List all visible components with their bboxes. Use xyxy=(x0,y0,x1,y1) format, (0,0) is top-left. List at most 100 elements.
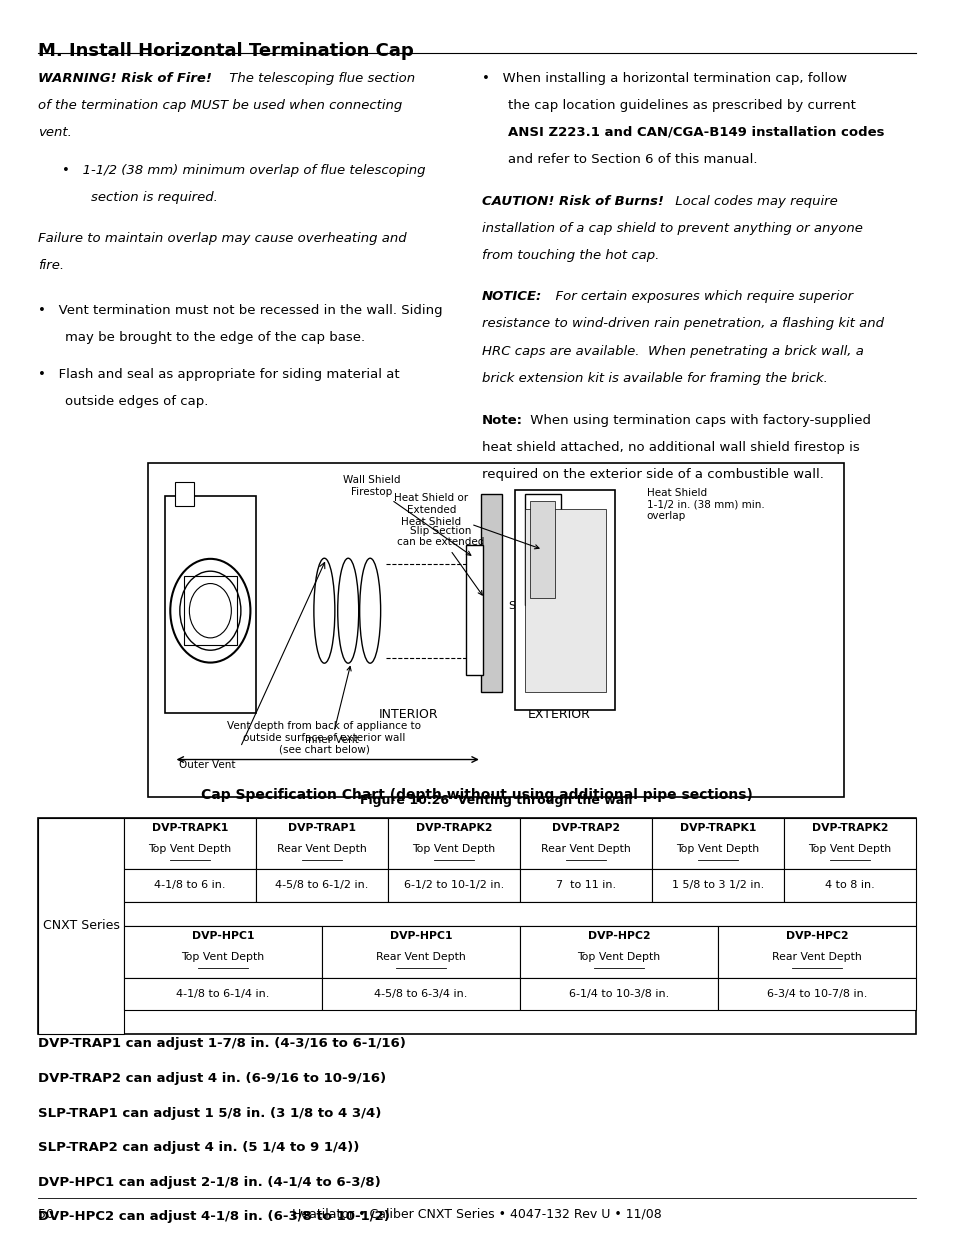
Text: DVP-HPC1 can adjust 2-1/8 in. (4-1/4 to 6-3/8): DVP-HPC1 can adjust 2-1/8 in. (4-1/4 to … xyxy=(38,1176,380,1189)
Text: DVP-TRAP2 can adjust 4 in. (6-9/16 to 10-9/16): DVP-TRAP2 can adjust 4 in. (6-9/16 to 10… xyxy=(38,1072,386,1086)
Bar xyxy=(124,869,255,902)
Bar xyxy=(124,902,915,926)
Bar xyxy=(388,818,519,869)
Text: Heatilator • Caliber CNXT Series • 4047-132 Rev U • 11/08: Heatilator • Caliber CNXT Series • 4047-… xyxy=(292,1208,661,1221)
Bar xyxy=(524,494,560,605)
Text: Inner Vent: Inner Vent xyxy=(305,667,358,745)
Text: DVP-TRAPK1: DVP-TRAPK1 xyxy=(679,823,756,832)
Text: 4-5/8 to 6-1/2 in.: 4-5/8 to 6-1/2 in. xyxy=(275,881,368,890)
Ellipse shape xyxy=(314,558,335,663)
Bar xyxy=(519,869,651,902)
Text: CAUTION! Risk of Burns!: CAUTION! Risk of Burns! xyxy=(481,195,663,209)
Text: •   Flash and seal as appropriate for siding material at: • Flash and seal as appropriate for sidi… xyxy=(38,368,399,382)
Text: DVP-HPC2 can adjust 4-1/8 in. (6-3/8 to 10-1/2): DVP-HPC2 can adjust 4-1/8 in. (6-3/8 to … xyxy=(38,1210,390,1224)
Bar xyxy=(38,818,915,1034)
Text: DVP-HPC2: DVP-HPC2 xyxy=(784,931,847,941)
Text: Heat Shield or
Extended
Heat Shield: Heat Shield or Extended Heat Shield xyxy=(394,494,538,548)
Text: Rear Vent Depth: Rear Vent Depth xyxy=(771,952,861,962)
Ellipse shape xyxy=(337,558,358,663)
Text: of the termination cap MUST be used when connecting: of the termination cap MUST be used when… xyxy=(38,99,402,112)
Bar xyxy=(718,926,915,978)
Text: installation of a cap shield to prevent anything or anyone: installation of a cap shield to prevent … xyxy=(481,222,862,236)
Text: Top Vent Depth: Top Vent Depth xyxy=(807,844,890,853)
Bar xyxy=(519,818,651,869)
Text: SLP-TRAP1 can adjust 1 5/8 in. (3 1/8 to 4 3/4): SLP-TRAP1 can adjust 1 5/8 in. (3 1/8 to… xyxy=(38,1107,381,1120)
Text: The telescoping flue section: The telescoping flue section xyxy=(225,72,415,85)
Text: 4 to 8 in.: 4 to 8 in. xyxy=(824,881,874,890)
Text: Rear Vent Depth: Rear Vent Depth xyxy=(540,844,630,853)
Text: DVP-TRAP2: DVP-TRAP2 xyxy=(551,823,619,832)
Bar xyxy=(783,869,915,902)
Text: DVP-TRAPK2: DVP-TRAPK2 xyxy=(811,823,887,832)
Text: Top Vent Depth: Top Vent Depth xyxy=(181,952,264,962)
Text: Note:: Note: xyxy=(481,414,522,427)
Bar xyxy=(519,978,718,1010)
Text: the cap location guidelines as prescribed by current: the cap location guidelines as prescribe… xyxy=(508,99,856,112)
Text: •   1-1/2 (38 mm) minimum overlap of flue telescoping: • 1-1/2 (38 mm) minimum overlap of flue … xyxy=(62,164,425,178)
Text: section is required.: section is required. xyxy=(91,191,217,205)
Bar xyxy=(124,978,321,1010)
Text: Rear Vent Depth: Rear Vent Depth xyxy=(276,844,367,853)
Text: 50: 50 xyxy=(38,1208,54,1221)
Text: from touching the hot cap.: from touching the hot cap. xyxy=(481,249,659,263)
Text: Cap Specification Chart (depth without using additional pipe sections): Cap Specification Chart (depth without u… xyxy=(201,788,752,802)
Text: 7  to 11 in.: 7 to 11 in. xyxy=(556,881,616,890)
Text: Slip Section
can be extended: Slip Section can be extended xyxy=(396,526,484,595)
Text: DVP-TRAP1 can adjust 1-7/8 in. (4-3/16 to 6-1/16): DVP-TRAP1 can adjust 1-7/8 in. (4-3/16 t… xyxy=(38,1037,406,1051)
Text: DVP-HPC1: DVP-HPC1 xyxy=(389,931,452,941)
Text: Top Vent Depth: Top Vent Depth xyxy=(412,844,495,853)
Text: Top Vent Depth: Top Vent Depth xyxy=(577,952,659,962)
Text: WARNING! Risk of Fire!: WARNING! Risk of Fire! xyxy=(38,72,212,85)
Bar xyxy=(255,869,388,902)
Text: heat shield attached, no additional wall shield firestop is: heat shield attached, no additional wall… xyxy=(481,441,859,454)
Text: Top Vent Depth: Top Vent Depth xyxy=(149,844,232,853)
Text: Rear Vent Depth: Rear Vent Depth xyxy=(375,952,465,962)
Text: DVP-TRAPK2: DVP-TRAPK2 xyxy=(416,823,492,832)
Text: Outer Vent: Outer Vent xyxy=(179,760,235,769)
Text: vent.: vent. xyxy=(38,126,72,140)
Bar xyxy=(255,818,388,869)
Text: resistance to wind-driven rain penetration, a flashing kit and: resistance to wind-driven rain penetrati… xyxy=(481,317,882,331)
Text: 6-1/4 to 10-3/8 in.: 6-1/4 to 10-3/8 in. xyxy=(568,989,668,999)
Bar xyxy=(174,482,193,506)
Text: Local codes may require: Local codes may require xyxy=(670,195,837,209)
Text: DVP-HPC2: DVP-HPC2 xyxy=(587,931,650,941)
Bar xyxy=(480,494,501,692)
Bar xyxy=(530,501,555,598)
Text: fire.: fire. xyxy=(38,259,64,273)
Text: M. Install Horizontal Termination Cap: M. Install Horizontal Termination Cap xyxy=(38,42,414,61)
Text: Figure 10.26  Venting through the wall: Figure 10.26 Venting through the wall xyxy=(359,794,632,808)
Bar xyxy=(321,926,519,978)
Bar xyxy=(38,818,124,1034)
Bar xyxy=(783,818,915,869)
Text: Vent depth from back of appliance to
outside surface of exterior wall
(see chart: Vent depth from back of appliance to out… xyxy=(227,721,421,755)
Text: 4-1/8 to 6-1/4 in.: 4-1/8 to 6-1/4 in. xyxy=(176,989,270,999)
Text: 4-5/8 to 6-3/4 in.: 4-5/8 to 6-3/4 in. xyxy=(374,989,467,999)
Text: SHEATHING: SHEATHING xyxy=(508,601,573,611)
Text: ANSI Z223.1 and CAN/CGA-B149 installation codes: ANSI Z223.1 and CAN/CGA-B149 installatio… xyxy=(508,126,884,140)
Text: brick extension kit is available for framing the brick.: brick extension kit is available for fra… xyxy=(481,372,827,385)
Text: For certain exposures which require superior: For certain exposures which require supe… xyxy=(546,290,852,304)
Text: CNXT Series: CNXT Series xyxy=(43,919,119,932)
Text: may be brought to the edge of the cap base.: may be brought to the edge of the cap ba… xyxy=(65,331,365,345)
Text: Failure to maintain overlap may cause overheating and: Failure to maintain overlap may cause ov… xyxy=(38,232,406,246)
Text: DVP-TRAP1: DVP-TRAP1 xyxy=(288,823,355,832)
Text: •   When installing a horizontal termination cap, follow: • When installing a horizontal terminati… xyxy=(481,72,846,85)
Bar xyxy=(718,978,915,1010)
Text: Wall Shield
Firestop: Wall Shield Firestop xyxy=(343,475,471,556)
Bar xyxy=(388,869,519,902)
Bar xyxy=(124,926,321,978)
Text: 6-3/4 to 10-7/8 in.: 6-3/4 to 10-7/8 in. xyxy=(766,989,866,999)
Text: DVP-HPC1: DVP-HPC1 xyxy=(192,931,254,941)
Bar xyxy=(515,490,615,710)
Bar xyxy=(321,978,519,1010)
Text: 4-1/8 to 6 in.: 4-1/8 to 6 in. xyxy=(154,881,226,890)
Text: •   Vent termination must not be recessed in the wall. Siding: • Vent termination must not be recessed … xyxy=(38,304,442,317)
Text: DVP-TRAPK1: DVP-TRAPK1 xyxy=(152,823,228,832)
Text: Top Vent Depth: Top Vent Depth xyxy=(676,844,759,853)
Bar xyxy=(148,463,843,797)
Bar xyxy=(183,576,236,646)
Text: SLP-TRAP2 can adjust 4 in. (5 1/4 to 9 1/4)): SLP-TRAP2 can adjust 4 in. (5 1/4 to 9 1… xyxy=(38,1141,359,1155)
Text: outside edges of cap.: outside edges of cap. xyxy=(65,395,208,409)
Text: INTERIOR: INTERIOR xyxy=(379,708,438,721)
